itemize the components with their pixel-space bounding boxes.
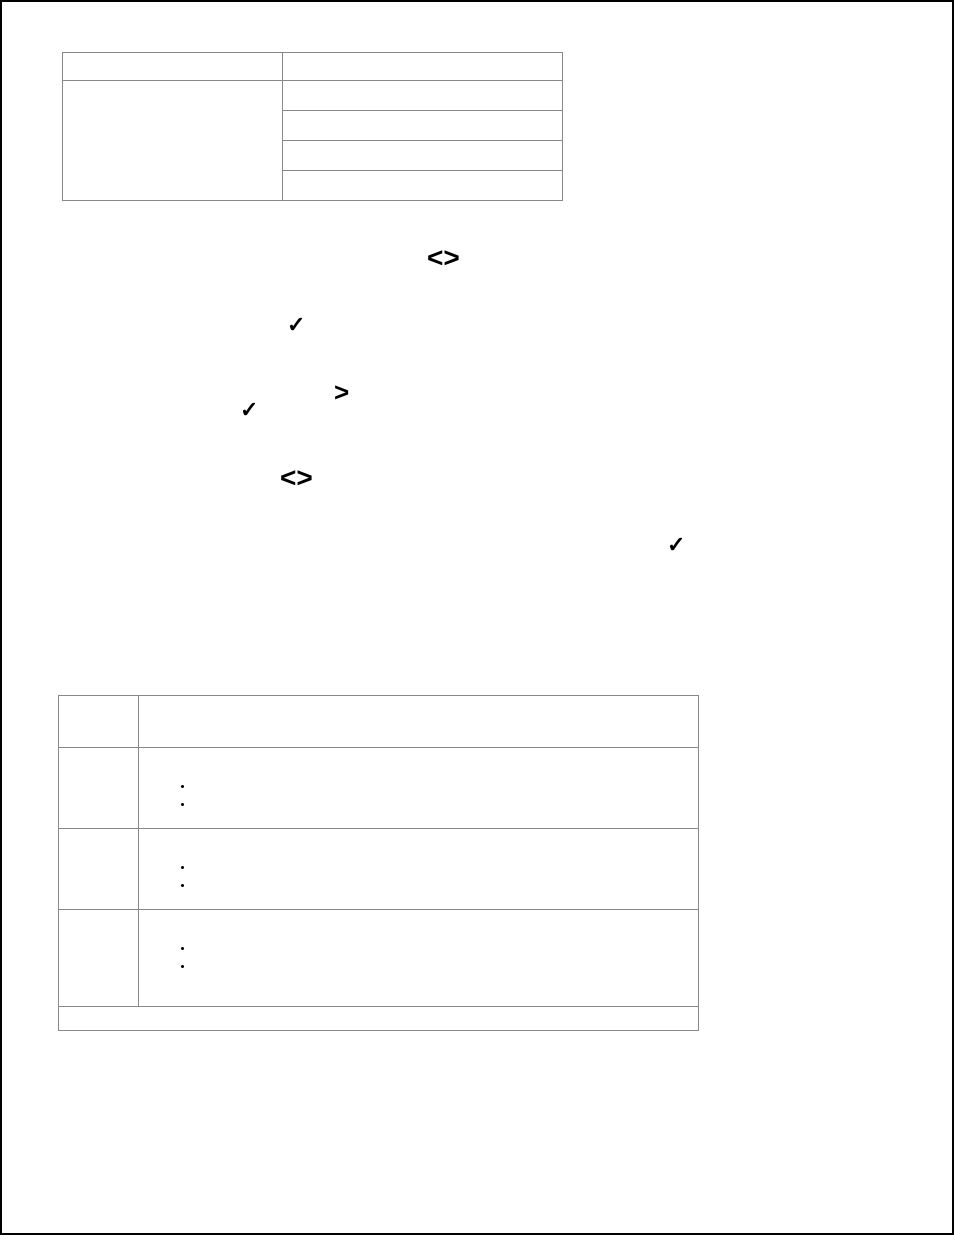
top-table-cell — [283, 111, 563, 141]
top-table-cell — [63, 81, 283, 201]
top-table-cell — [283, 81, 563, 111]
angle-brackets-icon: <> — [427, 242, 460, 274]
bullet-item — [193, 958, 684, 976]
top-table-cell — [283, 53, 563, 81]
bottom-table-row — [59, 910, 699, 1007]
bottom-table-cell — [139, 910, 699, 1007]
check-icon: ✓ — [240, 397, 258, 423]
bottom-table-footer-cell — [59, 1007, 699, 1031]
top-table-row — [63, 53, 563, 81]
top-table-row — [63, 81, 563, 111]
bullet-item — [193, 877, 684, 895]
bottom-table-row — [59, 748, 699, 829]
top-table — [62, 52, 563, 201]
check-icon: ✓ — [287, 312, 305, 338]
bottom-table-cell — [59, 748, 139, 829]
bottom-table-header-cell — [139, 696, 699, 748]
bullet-item — [193, 940, 684, 958]
angle-brackets-icon: <> — [280, 462, 313, 494]
top-table-cell — [63, 53, 283, 81]
bottom-table-cell — [59, 829, 139, 910]
bottom-table-cell — [139, 829, 699, 910]
document-page: <> ✓ > ✓ <> ✓ — [0, 0, 954, 1235]
top-table-cell — [283, 141, 563, 171]
bottom-table-header-cell — [59, 696, 139, 748]
bullet-item — [193, 778, 684, 796]
bullet-item — [193, 859, 684, 877]
bottom-table-header-row — [59, 696, 699, 748]
top-table-cell — [283, 171, 563, 201]
bullet-list — [193, 859, 684, 895]
bullet-list — [193, 778, 684, 814]
bottom-table-cell — [59, 910, 139, 1007]
bullet-list — [193, 940, 684, 976]
bottom-table — [58, 695, 699, 1031]
bullet-item — [193, 796, 684, 814]
greater-than-icon: > — [334, 377, 349, 408]
bottom-table-footer-row — [59, 1007, 699, 1031]
check-icon: ✓ — [667, 532, 685, 558]
bottom-table-cell — [139, 748, 699, 829]
bottom-table-row — [59, 829, 699, 910]
